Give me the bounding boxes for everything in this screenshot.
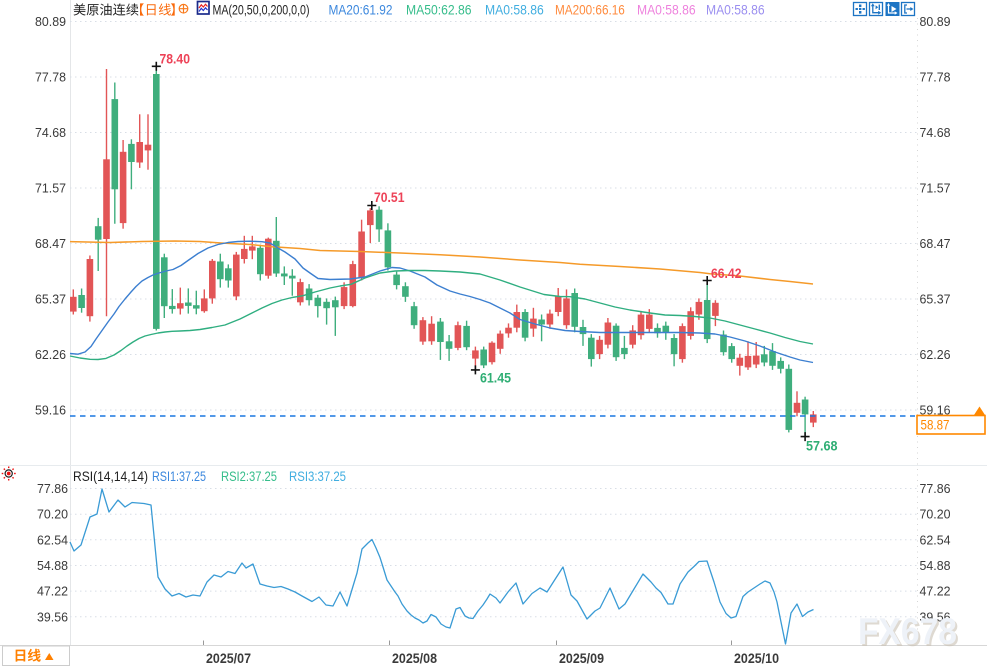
svg-text:74.68: 74.68 xyxy=(35,125,66,140)
svg-text:MA0:58.86: MA0:58.86 xyxy=(706,3,765,18)
svg-text:39.56: 39.56 xyxy=(920,609,951,624)
svg-text:2025/10: 2025/10 xyxy=(734,651,779,666)
svg-text:71.57: 71.57 xyxy=(35,181,66,196)
svg-text:RSI3:37.25: RSI3:37.25 xyxy=(289,469,346,484)
svg-text:62.26: 62.26 xyxy=(35,347,66,362)
svg-text:70.20: 70.20 xyxy=(37,507,68,522)
svg-text:71.57: 71.57 xyxy=(920,181,951,196)
svg-text:59.16: 59.16 xyxy=(920,403,951,418)
svg-text:77.86: 77.86 xyxy=(920,481,951,496)
svg-text:MA0:58.86: MA0:58.86 xyxy=(485,3,544,18)
svg-text:70.20: 70.20 xyxy=(920,507,951,522)
svg-text:FX678: FX678 xyxy=(858,611,957,652)
svg-text:68.47: 68.47 xyxy=(920,236,951,251)
svg-text:62.54: 62.54 xyxy=(920,532,951,547)
svg-text:MA50:62.86: MA50:62.86 xyxy=(406,3,472,18)
svg-text:RSI1:37.25: RSI1:37.25 xyxy=(152,469,206,484)
svg-text:2025/08: 2025/08 xyxy=(392,651,437,666)
svg-text:62.54: 62.54 xyxy=(37,532,68,547)
svg-text:47.22: 47.22 xyxy=(920,584,951,599)
svg-text:47.22: 47.22 xyxy=(37,584,68,599)
svg-text:MA200:66.16: MA200:66.16 xyxy=(555,3,625,18)
svg-text:54.88: 54.88 xyxy=(37,558,68,573)
svg-text:39.56: 39.56 xyxy=(37,609,68,624)
svg-text:MA(20,50,0,200,0,0): MA(20,50,0,200,0,0) xyxy=(213,3,310,18)
svg-text:77.78: 77.78 xyxy=(920,70,951,85)
svg-text:68.47: 68.47 xyxy=(35,236,66,251)
svg-text:62.26: 62.26 xyxy=(920,347,951,362)
svg-text:57.68: 57.68 xyxy=(806,439,838,454)
svg-text:59.16: 59.16 xyxy=(35,403,66,418)
svg-text:74.68: 74.68 xyxy=(920,125,951,140)
svg-text:MA0:58.86: MA0:58.86 xyxy=(637,3,696,18)
svg-text:RSI2:37.25: RSI2:37.25 xyxy=(221,469,277,484)
svg-text:RSI(14,14,14): RSI(14,14,14) xyxy=(73,469,148,484)
svg-text:58.87: 58.87 xyxy=(921,418,950,433)
svg-text:78.40: 78.40 xyxy=(160,52,191,67)
svg-text:77.86: 77.86 xyxy=(37,481,68,496)
svg-text:65.37: 65.37 xyxy=(35,292,66,307)
svg-text:80.89: 80.89 xyxy=(35,14,66,29)
svg-text:80.89: 80.89 xyxy=(920,14,951,29)
svg-text:77.78: 77.78 xyxy=(35,70,66,85)
svg-text:65.37: 65.37 xyxy=(920,292,951,307)
svg-text:61.45: 61.45 xyxy=(480,371,511,386)
svg-text:FX678: FX678 xyxy=(860,613,959,654)
svg-text:54.88: 54.88 xyxy=(920,558,951,573)
svg-text:MA20:61.92: MA20:61.92 xyxy=(329,3,393,18)
svg-text:70.51: 70.51 xyxy=(374,190,405,205)
svg-text:2025/07: 2025/07 xyxy=(206,651,251,666)
svg-text:2025/09: 2025/09 xyxy=(559,651,604,666)
svg-text:66.42: 66.42 xyxy=(711,266,742,281)
